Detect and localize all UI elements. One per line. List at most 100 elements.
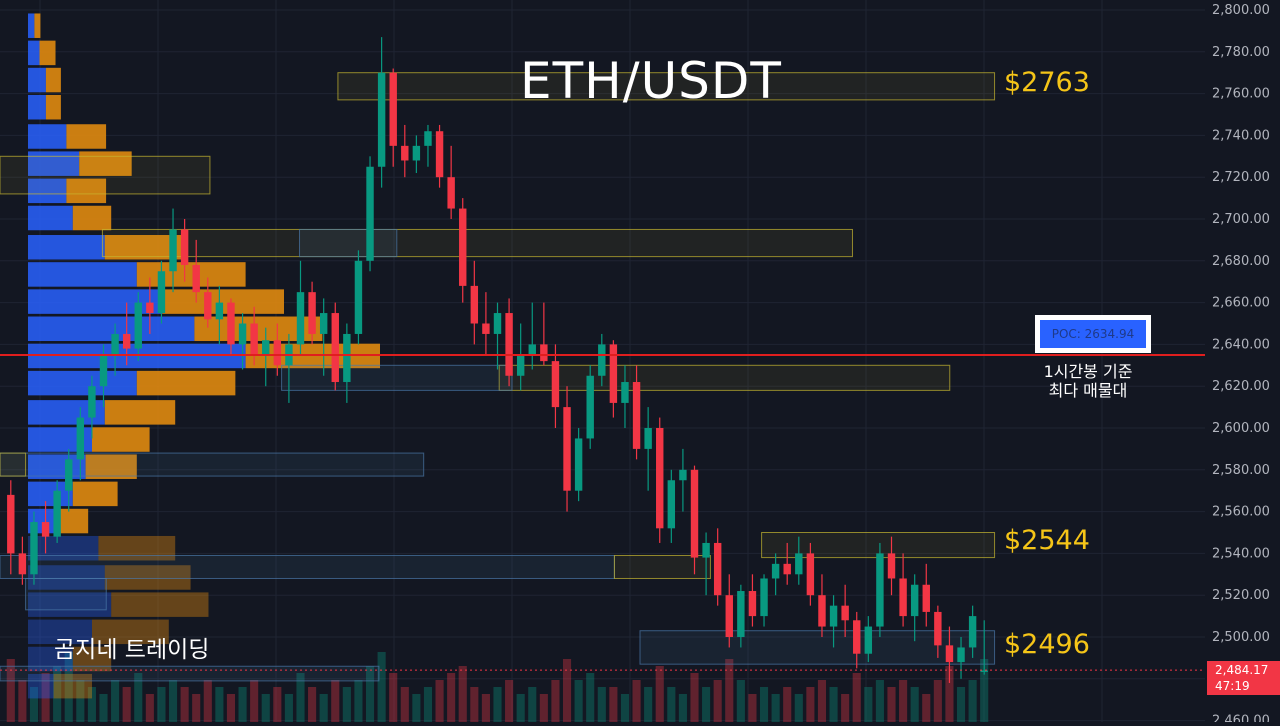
volume-bar <box>377 652 386 722</box>
poc-note: 1시간봉 기준 최다 매물대 <box>1020 362 1156 400</box>
volume-bar <box>134 673 143 722</box>
candle-body <box>493 313 502 334</box>
volume-profile-sell <box>104 235 182 260</box>
candle-body <box>887 553 896 579</box>
candle-body <box>192 264 200 293</box>
candle-body <box>366 166 374 261</box>
candle-body <box>180 229 189 265</box>
last-price-value: 2,484.17 <box>1215 663 1269 677</box>
volume-profile-buy <box>28 592 112 617</box>
volume-profile-sell <box>162 289 284 314</box>
candle-body <box>818 595 826 627</box>
candle-body <box>447 177 455 209</box>
volume-profile-sell <box>104 565 191 590</box>
volume-bar <box>6 659 15 722</box>
candle-body <box>795 553 803 575</box>
candle-body <box>30 522 38 575</box>
y-tick-label: 2,780.00 <box>1212 45 1270 60</box>
volume-profile-sell <box>92 619 169 645</box>
volume-profile-buy <box>28 646 73 672</box>
candle-body <box>725 595 733 637</box>
volume-profile-buy <box>28 535 99 561</box>
volume-bar <box>319 694 328 722</box>
y-tick-label: 2,600.00 <box>1212 421 1270 436</box>
y-tick-label: 2,460.00 <box>1212 714 1270 722</box>
volume-bar <box>226 694 236 722</box>
volume-bar <box>759 687 769 722</box>
candle-body <box>968 616 977 648</box>
volume-profile-buy <box>28 151 80 176</box>
volume-bar <box>899 680 908 722</box>
volume-bar <box>817 680 827 722</box>
candle-body <box>528 344 536 355</box>
volume-profile-buy <box>28 673 54 699</box>
candle-body <box>262 340 270 355</box>
volume-bar <box>99 694 108 722</box>
volume-profile-sell <box>66 178 107 204</box>
candle-body <box>7 494 15 554</box>
candle-body <box>238 323 247 345</box>
volume-profile-sell <box>92 427 150 452</box>
volume-bar <box>597 687 606 722</box>
candle-body <box>945 645 954 663</box>
volume-profile-sell <box>98 535 176 561</box>
candle-body <box>899 578 907 617</box>
candle-body <box>482 323 490 334</box>
candle-body <box>204 292 212 320</box>
volume-bar <box>655 666 664 722</box>
volume-bar <box>980 659 989 722</box>
volume-profile-buy <box>28 316 195 342</box>
candle-body <box>76 417 85 460</box>
volume-bar <box>968 680 977 722</box>
candle-body <box>980 670 988 672</box>
candle-body <box>864 626 873 654</box>
volume-bar <box>609 687 618 722</box>
volume-bar <box>41 673 50 722</box>
volume-bar <box>771 694 780 722</box>
volume-bar <box>180 687 189 722</box>
volume-bar <box>435 680 444 722</box>
candle-body <box>934 611 942 646</box>
volume-bar <box>18 680 27 722</box>
volume-bar <box>632 680 641 722</box>
y-tick-label: 2,520.00 <box>1212 588 1270 603</box>
volume-bar <box>284 694 293 722</box>
volume-profile-buy <box>28 178 67 204</box>
volume-bar <box>87 687 96 722</box>
volume-bar <box>864 687 873 722</box>
candle-body <box>134 302 142 349</box>
poc-label: POC: 2634.94 <box>1040 320 1146 348</box>
volume-bar <box>956 687 966 722</box>
volume-bar <box>644 687 653 722</box>
volume-bar <box>586 673 595 722</box>
volume-bar <box>389 673 398 722</box>
y-tick-label: 2,620.00 <box>1212 379 1270 394</box>
candle-body <box>146 302 154 314</box>
candle-body <box>470 285 479 324</box>
volume-profile-buy <box>28 205 73 231</box>
candle-body <box>563 407 571 491</box>
volume-bar <box>354 680 363 722</box>
volume-profile-sell <box>39 40 56 66</box>
candle-body <box>65 459 73 491</box>
volume-bar <box>829 687 838 722</box>
y-tick-label: 2,640.00 <box>1212 337 1270 352</box>
volume-bar <box>528 687 537 722</box>
volume-bar <box>922 694 931 722</box>
candle-body <box>296 292 305 345</box>
y-axis-background <box>1205 0 1280 722</box>
volume-profile-sell <box>85 454 137 479</box>
volume-bar <box>505 680 514 722</box>
candle-body <box>41 522 50 537</box>
volume-bar <box>423 687 433 722</box>
volume-bar <box>215 687 224 722</box>
candle-body <box>748 591 757 617</box>
volume-profile-sell <box>53 673 92 699</box>
price-zone-demand <box>25 577 107 611</box>
volume-bar <box>308 687 317 722</box>
candle-body <box>853 620 861 654</box>
volume-profile-sell <box>104 400 176 425</box>
candle-body <box>319 313 328 334</box>
